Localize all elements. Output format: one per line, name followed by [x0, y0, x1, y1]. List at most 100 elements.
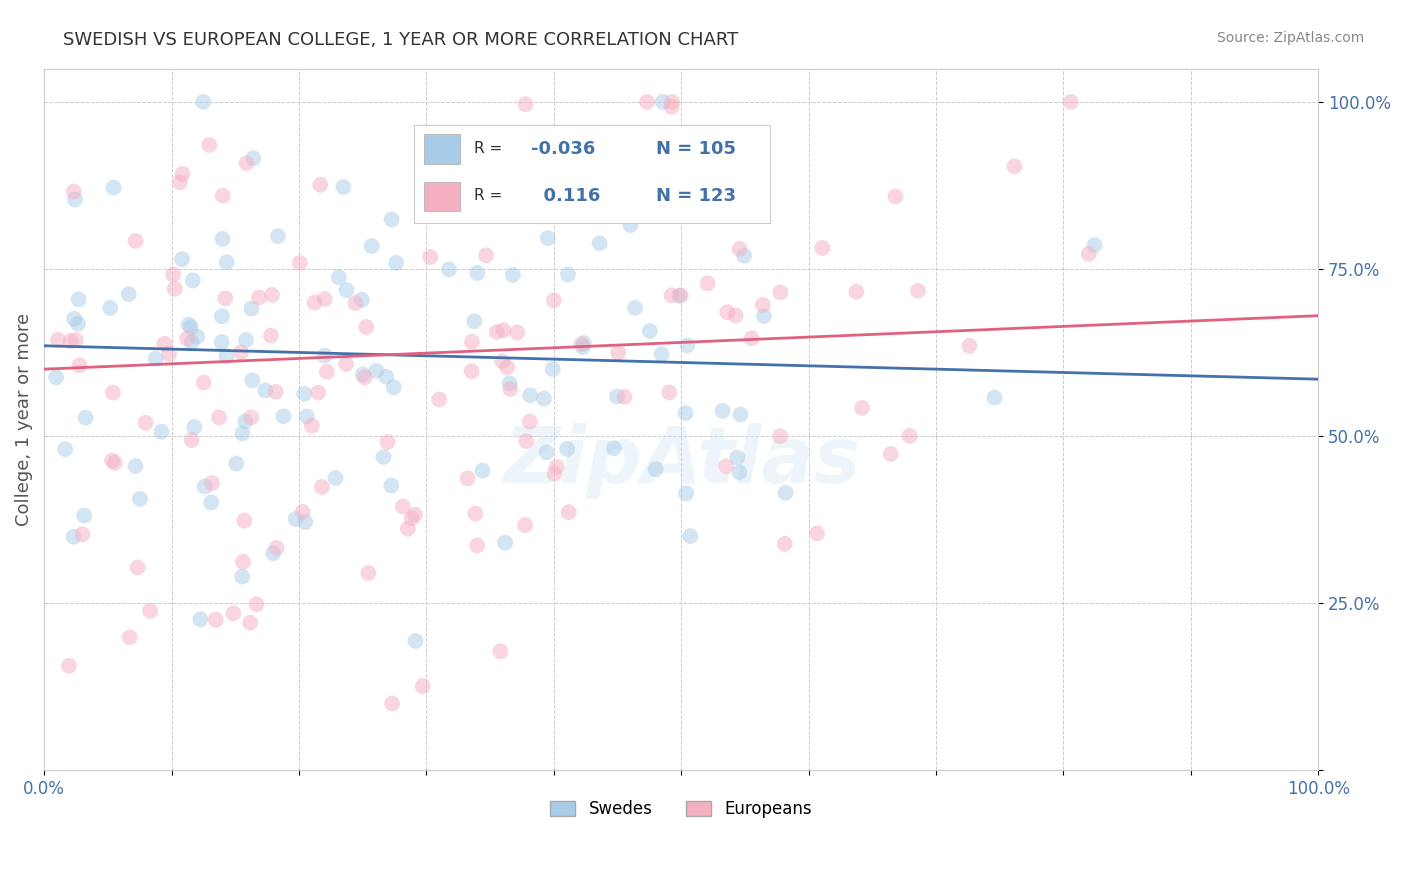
Point — [291, 505, 314, 519]
Point — [183, 420, 205, 434]
Point — [162, 268, 184, 282]
Point — [475, 248, 498, 262]
Point — [157, 347, 180, 361]
Point — [396, 522, 419, 536]
Point — [752, 309, 775, 323]
Legend: Swedes, Europeans: Swedes, Europeans — [544, 794, 818, 825]
Point — [392, 500, 415, 514]
Point — [502, 268, 524, 282]
Point — [233, 514, 256, 528]
Point — [471, 464, 494, 478]
Point — [454, 181, 477, 195]
Point — [464, 507, 486, 521]
Point — [231, 426, 253, 441]
Point — [651, 347, 673, 361]
Point — [679, 529, 702, 543]
Point — [1060, 95, 1083, 109]
Point — [513, 518, 536, 533]
Point — [499, 382, 522, 396]
Point — [385, 256, 408, 270]
Point — [377, 434, 399, 449]
Point — [465, 538, 488, 552]
Point — [457, 471, 479, 485]
Point — [200, 495, 222, 509]
Point — [638, 324, 661, 338]
Point — [75, 410, 97, 425]
Point — [661, 288, 683, 302]
Point — [775, 485, 797, 500]
Point — [606, 390, 628, 404]
Point — [465, 266, 488, 280]
Point — [264, 384, 287, 399]
Point — [557, 268, 579, 282]
Point — [661, 95, 683, 109]
Point — [437, 262, 460, 277]
Point — [118, 631, 141, 645]
Point — [301, 418, 323, 433]
Point — [696, 277, 718, 291]
Point — [579, 177, 602, 191]
Point — [294, 515, 316, 529]
Point — [494, 535, 516, 549]
Point — [118, 287, 141, 301]
Point — [194, 479, 217, 493]
Point — [45, 370, 67, 384]
Point — [724, 309, 747, 323]
Point — [307, 385, 329, 400]
Point — [651, 95, 673, 109]
Point — [572, 340, 595, 354]
Point — [211, 310, 233, 324]
Point — [725, 450, 748, 465]
Point — [163, 282, 186, 296]
Point — [124, 459, 146, 474]
Point — [292, 386, 315, 401]
Point — [101, 453, 124, 467]
Point — [153, 336, 176, 351]
Point — [273, 409, 295, 424]
Point — [983, 391, 1005, 405]
Point — [607, 345, 630, 359]
Point — [145, 351, 167, 366]
Point — [733, 249, 755, 263]
Point — [491, 354, 513, 368]
Point — [72, 527, 94, 541]
Point — [235, 333, 257, 347]
Point — [315, 365, 337, 379]
Point — [260, 328, 283, 343]
Point — [668, 289, 690, 303]
Point — [427, 392, 450, 407]
Point — [380, 478, 402, 492]
Point — [242, 151, 264, 165]
Point — [239, 615, 262, 630]
Point — [325, 471, 347, 485]
Point — [169, 175, 191, 189]
Point — [811, 241, 834, 255]
Point — [193, 95, 215, 109]
Point — [225, 457, 247, 471]
Point — [181, 273, 204, 287]
Point — [401, 511, 423, 525]
Point — [519, 415, 541, 429]
Point — [375, 369, 398, 384]
Point — [198, 137, 221, 152]
Point — [773, 537, 796, 551]
Point — [314, 292, 336, 306]
Point — [489, 644, 512, 658]
Point — [304, 295, 326, 310]
Point — [751, 298, 773, 312]
Point — [245, 597, 267, 611]
Text: SWEDISH VS EUROPEAN COLLEGE, 1 YEAR OR MORE CORRELATION CHART: SWEDISH VS EUROPEAN COLLEGE, 1 YEAR OR M… — [63, 31, 738, 49]
Point — [62, 185, 84, 199]
Point — [103, 180, 125, 194]
Point — [676, 338, 699, 352]
Point — [405, 634, 427, 648]
Point — [180, 335, 202, 350]
Point — [267, 229, 290, 244]
Point — [139, 604, 162, 618]
Point — [353, 370, 375, 384]
Point — [959, 339, 981, 353]
Point — [127, 560, 149, 574]
Point — [266, 541, 288, 555]
Point — [613, 390, 636, 404]
Point — [58, 658, 80, 673]
